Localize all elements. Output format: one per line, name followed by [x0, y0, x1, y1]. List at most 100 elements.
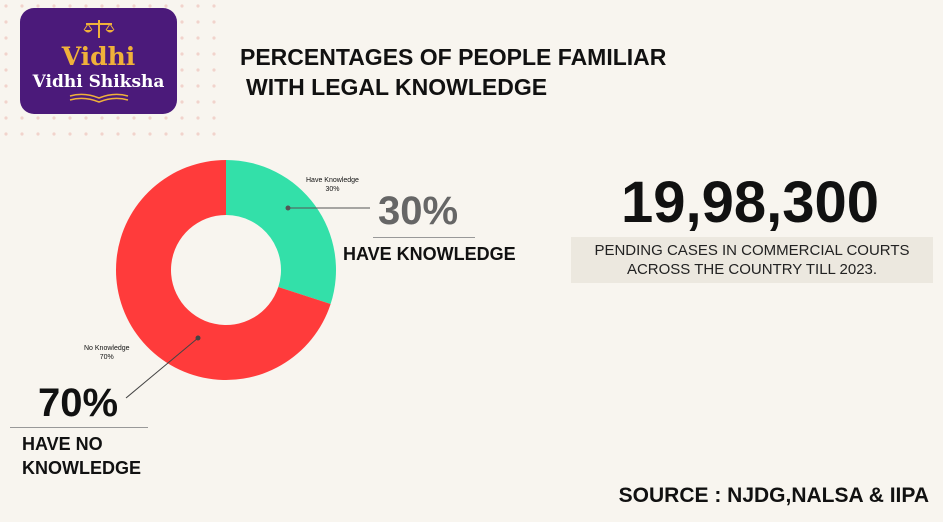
decor-dot	[116, 116, 120, 120]
decor-dot	[196, 20, 200, 24]
decor-dot	[20, 132, 24, 136]
stat-caption: PENDING CASES IN COMMERCIAL COURTS ACROS…	[571, 241, 933, 279]
scales-icon	[83, 20, 115, 38]
decor-dot	[212, 4, 216, 8]
decor-dot	[148, 132, 152, 136]
decor-dot	[180, 52, 184, 56]
decor-dot	[132, 132, 136, 136]
decor-dot	[180, 4, 184, 8]
decor-dot	[52, 132, 56, 136]
decor-dot	[68, 4, 72, 8]
decor-dot	[4, 4, 8, 8]
decor-dot	[180, 36, 184, 40]
decor-dot	[196, 36, 200, 40]
decor-dot	[100, 116, 104, 120]
decor-dot	[36, 4, 40, 8]
decor-dot	[4, 116, 8, 120]
leader-dot-no	[195, 335, 201, 341]
donut-slice-have-knowledge	[226, 160, 336, 304]
leader-dot-have	[285, 205, 291, 211]
decor-dot	[116, 4, 120, 8]
decor-dot	[196, 116, 200, 120]
slice-label-have-value: 30%	[325, 186, 340, 193]
decor-dot	[52, 4, 56, 8]
decor-dot	[212, 68, 216, 72]
have-knowledge-percent: 30%	[378, 189, 459, 233]
have-knowledge-rule	[373, 237, 475, 238]
decor-dot	[180, 68, 184, 72]
decor-dot	[196, 4, 200, 8]
decor-dot	[84, 116, 88, 120]
decor-dot	[20, 4, 24, 8]
stat-caption-line-1: PENDING CASES IN COMMERCIAL COURTS	[594, 242, 910, 259]
decor-dot	[68, 116, 72, 120]
slice-label-have-name: Have Knowledge	[306, 177, 359, 184]
decor-dot	[212, 20, 216, 24]
have-knowledge-text: HAVE KNOWLEDGE	[343, 244, 516, 264]
no-knowledge-rule	[10, 427, 148, 428]
decor-dot	[148, 4, 152, 8]
decor-dot	[196, 68, 200, 72]
decor-dot	[132, 116, 136, 120]
stat-caption-line-2: ACROSS THE COUNTRY TILL 2023.	[626, 261, 878, 278]
decor-dot	[180, 116, 184, 120]
book-icon	[69, 93, 129, 103]
slice-label-no-name: No Knowledge	[84, 345, 130, 352]
decor-dot	[164, 132, 168, 136]
decor-dot	[180, 20, 184, 24]
decor-dot	[52, 116, 56, 120]
decor-dot	[84, 4, 88, 8]
title-line-2: WITH LEGAL KNOWLEDGE	[246, 74, 548, 100]
decor-dot	[36, 116, 40, 120]
decor-dot	[132, 4, 136, 8]
decor-dot	[68, 132, 72, 136]
no-knowledge-percent: 70%	[38, 381, 119, 425]
source-note: SOURCE : NJDG,NALSA & IIPA	[618, 484, 929, 507]
logo-brand-bottom: Vidhi Shiksha	[32, 72, 165, 92]
decor-dot	[212, 116, 216, 120]
decor-dot	[196, 84, 200, 88]
decor-dot	[100, 4, 104, 8]
decor-dot	[212, 52, 216, 56]
decor-dot	[148, 116, 152, 120]
title-line-1: PERCENTAGES OF PEOPLE FAMILIAR	[240, 44, 667, 70]
decor-dot	[116, 132, 120, 136]
decor-dot	[196, 132, 200, 136]
decor-dot	[212, 84, 216, 88]
no-knowledge-line-2: KNOWLEDGE	[22, 458, 141, 478]
leader-line-no	[125, 337, 199, 399]
decor-dot	[4, 100, 8, 104]
pending-cases-number: 19,98,300	[620, 170, 880, 235]
stat-caption-box	[571, 237, 933, 283]
donut-slice-no-knowledge	[115, 160, 331, 380]
decor-dot	[212, 100, 216, 104]
decor-dot	[20, 116, 24, 120]
slice-label-no: No Knowledge 70%	[84, 344, 130, 362]
decor-dot	[164, 116, 168, 120]
slice-label-have: Have Knowledge 30%	[306, 176, 359, 194]
decor-dot	[196, 100, 200, 104]
no-knowledge-text: HAVE NO KNOWLEDGE	[22, 432, 141, 480]
decor-dot	[36, 132, 40, 136]
decor-dot	[4, 132, 8, 136]
page-title: PERCENTAGES OF PEOPLE FAMILIAR WITH LEGA…	[240, 42, 760, 102]
decor-dot	[4, 36, 8, 40]
decor-dot	[180, 100, 184, 104]
decor-dot	[4, 68, 8, 72]
decor-dot	[212, 36, 216, 40]
decor-dot	[196, 52, 200, 56]
donut-chart	[115, 160, 370, 399]
decor-dot	[4, 52, 8, 56]
decor-dot	[100, 132, 104, 136]
decor-dot	[4, 20, 8, 24]
decor-dot	[164, 4, 168, 8]
decor-dot	[180, 132, 184, 136]
decor-dot	[212, 132, 216, 136]
slice-label-no-value: 70%	[99, 354, 114, 361]
decor-dot	[180, 84, 184, 88]
brand-logo: Vidhi Vidhi Shiksha	[20, 8, 177, 114]
decor-dot	[4, 84, 8, 88]
logo-brand-top: Vidhi	[61, 42, 136, 71]
no-knowledge-line-1: HAVE NO	[22, 434, 103, 454]
decor-dot	[84, 132, 88, 136]
